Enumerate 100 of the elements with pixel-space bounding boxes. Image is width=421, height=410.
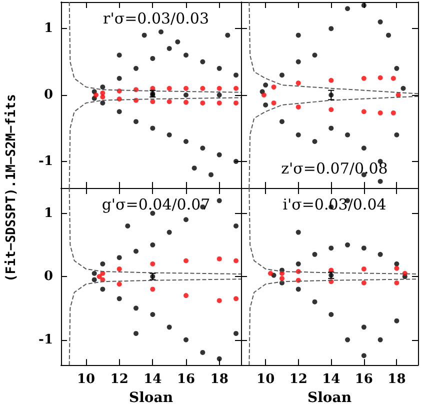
point bbox=[263, 82, 268, 88]
point bbox=[361, 353, 366, 358]
point bbox=[142, 32, 147, 38]
point bbox=[386, 32, 391, 38]
point bbox=[312, 139, 318, 144]
point bbox=[296, 230, 301, 235]
point bbox=[378, 337, 383, 342]
point bbox=[184, 100, 188, 105]
point bbox=[125, 223, 130, 228]
point bbox=[296, 261, 301, 266]
point bbox=[328, 107, 334, 112]
annotation: r'σ=0.03/0.03 bbox=[103, 10, 209, 28]
point bbox=[184, 258, 188, 264]
point bbox=[234, 296, 238, 302]
point bbox=[150, 126, 156, 131]
point bbox=[378, 110, 383, 116]
point bbox=[216, 256, 222, 262]
point bbox=[166, 86, 172, 91]
point bbox=[150, 312, 156, 317]
point bbox=[216, 100, 222, 106]
x-tick-label: 10 bbox=[256, 372, 275, 388]
point bbox=[279, 119, 284, 124]
y-axis-title: (Fit−SDSSPT).1M−S2M−fits bbox=[4, 93, 20, 284]
point bbox=[390, 110, 396, 116]
point bbox=[361, 109, 366, 114]
x-tick-label: 16 bbox=[354, 372, 373, 388]
point bbox=[263, 102, 268, 108]
point bbox=[166, 132, 172, 138]
x-tick-label: 10 bbox=[76, 372, 96, 388]
point bbox=[312, 299, 318, 304]
annotation: i'σ=0.03/0.04 bbox=[282, 196, 386, 214]
x-axis-title: Sloan bbox=[307, 390, 352, 406]
annotation: g'σ=0.04/0.07 bbox=[102, 196, 210, 214]
point bbox=[312, 52, 318, 58]
point bbox=[234, 223, 238, 228]
point bbox=[184, 86, 188, 91]
point bbox=[234, 330, 238, 336]
point bbox=[394, 132, 400, 138]
point bbox=[394, 266, 400, 271]
point bbox=[200, 86, 206, 91]
y-tick-label: 0 bbox=[44, 269, 53, 284]
x-tick-label: 18 bbox=[210, 372, 228, 388]
point bbox=[100, 84, 106, 90]
point bbox=[184, 293, 188, 298]
point bbox=[271, 100, 276, 106]
point bbox=[279, 276, 284, 281]
point bbox=[394, 318, 400, 324]
x-tick-label: 12 bbox=[110, 372, 128, 388]
point bbox=[200, 146, 206, 151]
point bbox=[296, 132, 301, 138]
point bbox=[279, 72, 284, 78]
point bbox=[328, 26, 334, 32]
point bbox=[150, 242, 156, 248]
point bbox=[158, 29, 164, 34]
point bbox=[116, 255, 122, 260]
point bbox=[200, 59, 206, 64]
point bbox=[134, 119, 138, 124]
point bbox=[100, 94, 106, 100]
point bbox=[100, 100, 106, 106]
point bbox=[92, 277, 97, 282]
point bbox=[328, 126, 334, 131]
point bbox=[390, 76, 396, 81]
point bbox=[361, 76, 366, 81]
point bbox=[184, 92, 188, 98]
point bbox=[184, 217, 188, 222]
point bbox=[166, 324, 172, 330]
point bbox=[312, 252, 318, 257]
point bbox=[96, 274, 102, 280]
point bbox=[361, 266, 366, 272]
x-tick-label: 12 bbox=[289, 372, 308, 388]
point bbox=[361, 280, 366, 286]
point bbox=[361, 246, 366, 251]
point bbox=[234, 258, 238, 264]
point bbox=[394, 280, 400, 286]
point bbox=[150, 286, 156, 292]
point bbox=[184, 139, 188, 144]
point bbox=[100, 286, 106, 292]
point bbox=[225, 32, 230, 38]
point bbox=[208, 172, 214, 178]
point bbox=[150, 261, 156, 266]
point bbox=[345, 337, 350, 342]
x-tick-label: 16 bbox=[176, 372, 196, 388]
point bbox=[400, 86, 406, 91]
point bbox=[394, 66, 400, 71]
point bbox=[116, 266, 122, 272]
point bbox=[361, 324, 366, 330]
point bbox=[328, 246, 334, 251]
point bbox=[378, 178, 383, 184]
line-series bbox=[68, 278, 241, 366]
x-tick-label: 14 bbox=[322, 372, 340, 388]
point bbox=[378, 19, 383, 24]
point bbox=[261, 92, 266, 98]
point bbox=[234, 72, 238, 78]
point bbox=[134, 248, 138, 254]
point bbox=[216, 298, 222, 304]
point bbox=[166, 230, 172, 235]
point bbox=[150, 56, 156, 61]
point bbox=[216, 92, 222, 98]
point bbox=[184, 52, 188, 58]
x-tick-label: 14 bbox=[144, 372, 162, 388]
